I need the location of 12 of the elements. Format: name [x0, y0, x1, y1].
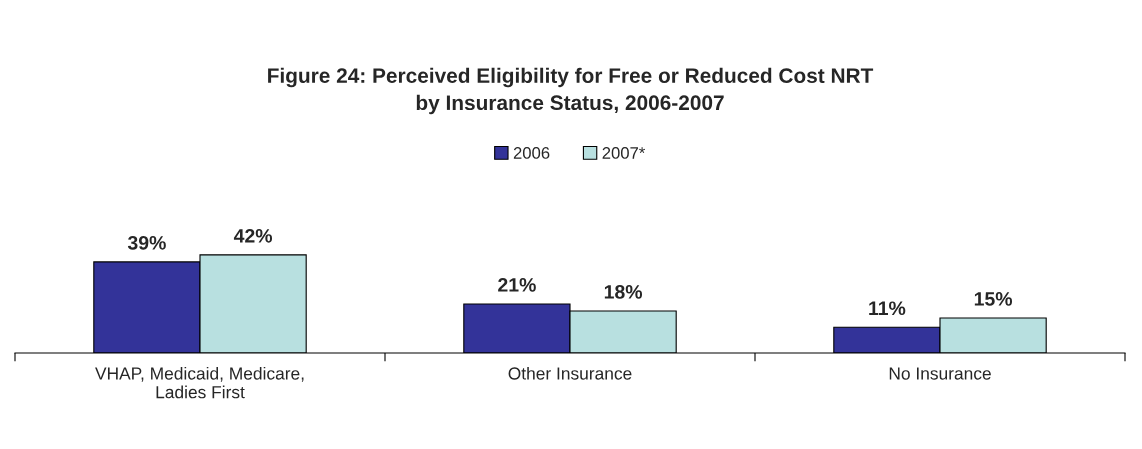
data-label: 42%	[233, 228, 273, 243]
data-label: 21%	[498, 277, 536, 292]
legend-label: 2006	[513, 147, 550, 159]
data-label: 15%	[974, 292, 1013, 306]
data-label: 11%	[869, 301, 906, 316]
x-tick-label: Other Insurance	[508, 366, 632, 380]
legend-label: 2007*	[602, 147, 646, 159]
x-tick-label: VHAP, Medicaid, Medicare, Ladies First	[95, 366, 304, 399]
data-label: 18%	[604, 285, 643, 299]
data-label: 39%	[127, 235, 166, 250]
chart-title: Figure 24: Perceived Eligibility for Free or Reduced Cost NRT by Insurance Status, 2006-2007	[268, 67, 874, 115]
x-tick-label: No Insurance	[889, 367, 991, 380]
